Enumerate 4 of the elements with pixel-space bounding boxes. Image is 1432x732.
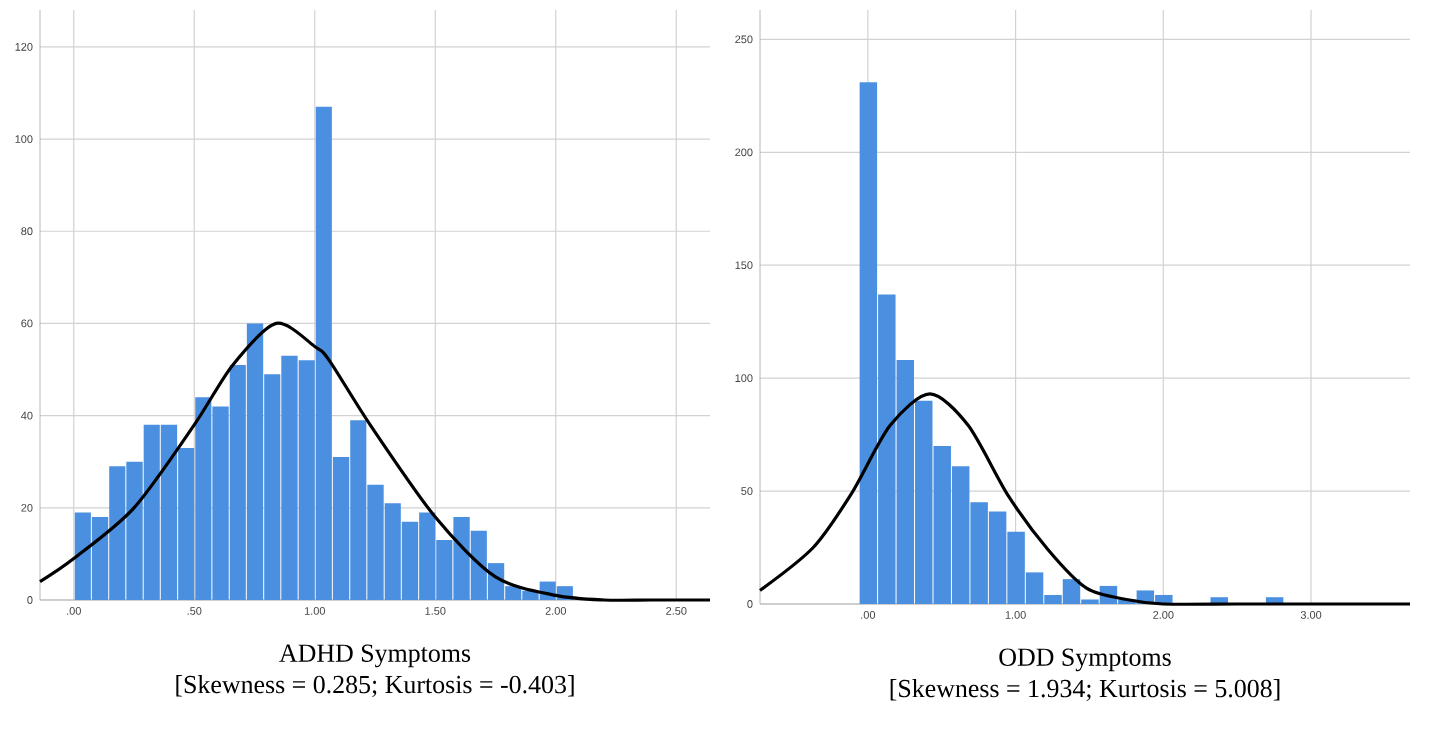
- x-axis-title: ADHD Symptoms: [279, 644, 471, 668]
- text: [Skewness = 0.285; Kurtosis = -0.403]: [176, 675, 574, 698]
- x-axis-title: ODD Symptoms: [999, 648, 1171, 672]
- text: [Skewness = 1.934; Kurtosis = 5.008]: [890, 679, 1280, 702]
